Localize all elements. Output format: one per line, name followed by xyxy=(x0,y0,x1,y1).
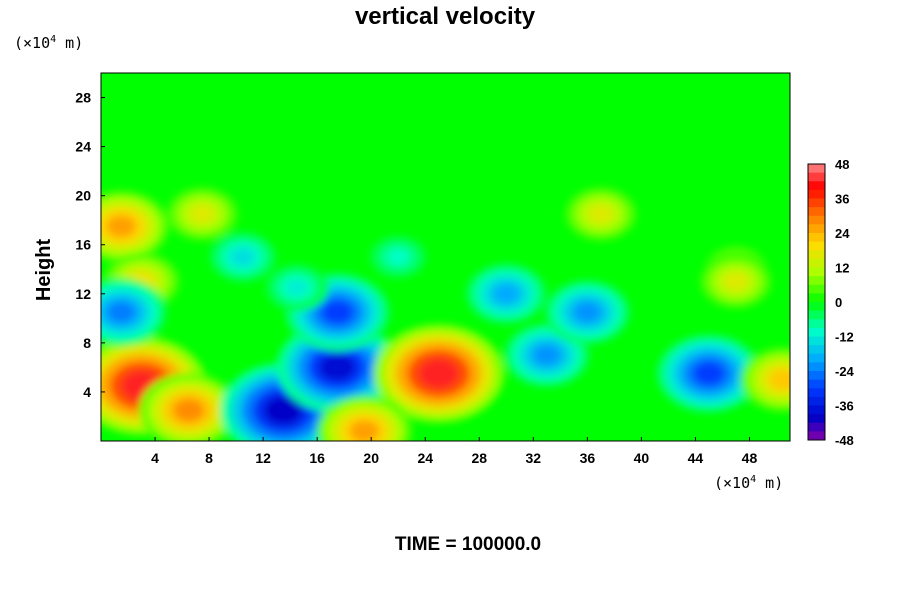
heatmap-cell xyxy=(699,254,773,309)
x-axis-unit: (×104 m) xyxy=(714,474,783,492)
colorbar-band xyxy=(808,310,825,320)
y-tick-label: 28 xyxy=(75,90,91,106)
y-tick-label: 4 xyxy=(83,384,91,400)
heatmap-cell xyxy=(657,334,761,413)
colorbar-band xyxy=(808,327,825,337)
x-tick-label: 44 xyxy=(688,450,704,466)
time-label: TIME = 100000.0 xyxy=(395,534,541,555)
colorbar-band xyxy=(808,284,825,294)
colorbar-band xyxy=(808,172,825,182)
heatmap-cell xyxy=(208,231,278,283)
colorbar: 48 36 24 12 0 -12 -24 -36 -48 xyxy=(807,157,855,448)
heatmap-cell xyxy=(165,186,239,242)
colorbar-tick-label: 0 xyxy=(835,295,842,310)
colorbar-band xyxy=(808,164,825,174)
colorbar-frame xyxy=(807,163,826,441)
heatmap-cell xyxy=(465,263,548,325)
colorbar-band xyxy=(808,302,825,312)
heatmap-cell xyxy=(220,363,347,441)
x-axis-ticks: 4 8 12 16 20 24 28 32 36 40 44 48 xyxy=(151,437,757,466)
x-tick-label: 8 xyxy=(205,450,213,466)
colorbar-band xyxy=(808,267,825,277)
x-tick-label: 24 xyxy=(417,450,433,466)
colorbar-band xyxy=(808,345,825,355)
heatmap-cell xyxy=(285,273,390,352)
colorbar-band xyxy=(808,241,825,251)
colorbar-band xyxy=(808,414,825,424)
colorbar-tick-label: 36 xyxy=(835,192,849,207)
x-tick-label: 20 xyxy=(363,450,379,466)
colorbar-band xyxy=(808,207,825,217)
colorbar-band xyxy=(808,353,825,363)
colorbar-band xyxy=(808,189,825,199)
y-tick-label: 20 xyxy=(75,188,91,204)
colorbar-tick-label: 24 xyxy=(835,226,850,241)
colorbar-band xyxy=(808,293,825,303)
heatmap-cell xyxy=(139,373,239,441)
y-tick-label: 8 xyxy=(83,335,91,351)
colorbar-tick-label: 48 xyxy=(835,157,849,172)
chart-title: vertical velocity xyxy=(355,3,536,30)
colorbar-band xyxy=(808,396,825,406)
colorbar-band xyxy=(808,233,825,243)
colorbar-band xyxy=(808,181,825,191)
heatmap-cell xyxy=(373,324,504,423)
x-tick-label: 32 xyxy=(526,450,542,466)
colorbar-band xyxy=(808,250,825,260)
x-tick-label: 36 xyxy=(580,450,596,466)
y-tick-label: 12 xyxy=(75,286,91,302)
heatmap-cell xyxy=(101,278,167,347)
colorbar-band xyxy=(808,276,825,286)
heatmap-area xyxy=(101,73,790,441)
heatmap-cell xyxy=(316,395,412,441)
plot-frame xyxy=(100,72,791,442)
colorbar-band xyxy=(808,319,825,329)
colorbar-band xyxy=(808,336,825,346)
colorbar-band xyxy=(808,224,825,234)
heatmap-cell xyxy=(101,190,169,262)
y-axis-label: Height xyxy=(33,239,55,302)
colorbar-band xyxy=(808,198,825,208)
heatmap-cell xyxy=(368,234,428,280)
heatmap-cell xyxy=(276,321,399,414)
y-axis-unit: (×104 m) xyxy=(14,34,83,52)
y-tick-label: 24 xyxy=(75,139,91,155)
heatmap-cell xyxy=(544,279,631,345)
heatmap-cell xyxy=(740,347,790,412)
y-tick-label: 16 xyxy=(75,237,91,253)
x-tick-label: 12 xyxy=(255,450,271,466)
x-tick-label: 16 xyxy=(309,450,325,466)
x-tick-label: 28 xyxy=(471,450,487,466)
colorbar-band xyxy=(808,215,825,225)
colorbar-band xyxy=(808,422,825,432)
x-tick-label: 40 xyxy=(634,450,650,466)
y-axis-ticks: 4 8 12 16 20 24 28 xyxy=(75,90,105,400)
x-tick-label: 4 xyxy=(151,450,159,466)
colorbar-band xyxy=(808,379,825,389)
colorbar-tick-label: -24 xyxy=(835,364,855,379)
colorbar-tick-label: -12 xyxy=(835,330,854,345)
colorbar-band xyxy=(808,362,825,372)
colorbar-band xyxy=(808,388,825,398)
colorbar-tick-label: 12 xyxy=(835,261,849,276)
colorbar-tick-label: -48 xyxy=(835,433,854,448)
colorbar-band xyxy=(808,371,825,381)
colorbar-band xyxy=(808,258,825,268)
x-tick-label: 48 xyxy=(742,450,758,466)
colorbar-tick-label: -36 xyxy=(835,399,854,414)
colorbar-band xyxy=(808,431,825,441)
heatmap-cell xyxy=(264,263,329,312)
colorbar-band xyxy=(808,405,825,415)
heatmap-cell xyxy=(564,186,638,242)
